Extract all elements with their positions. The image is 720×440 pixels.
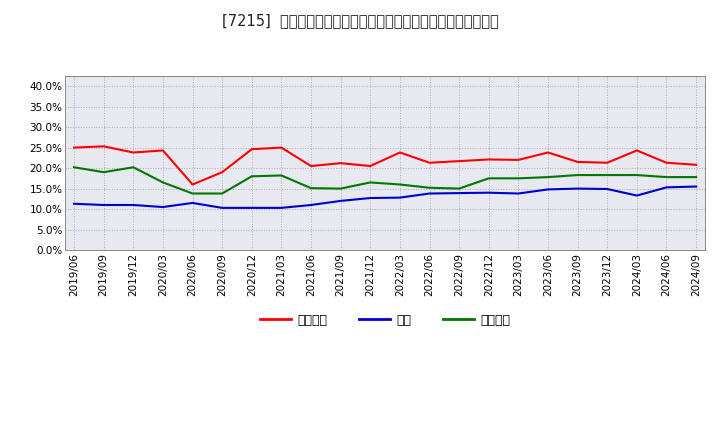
Legend: 売上債権, 在庫, 買入債務: 売上債権, 在庫, 買入債務 <box>255 308 515 332</box>
Text: [7215]  売上債権、在庫、買入債務の総資産に対する比率の推移: [7215] 売上債権、在庫、買入債務の総資産に対する比率の推移 <box>222 13 498 28</box>
